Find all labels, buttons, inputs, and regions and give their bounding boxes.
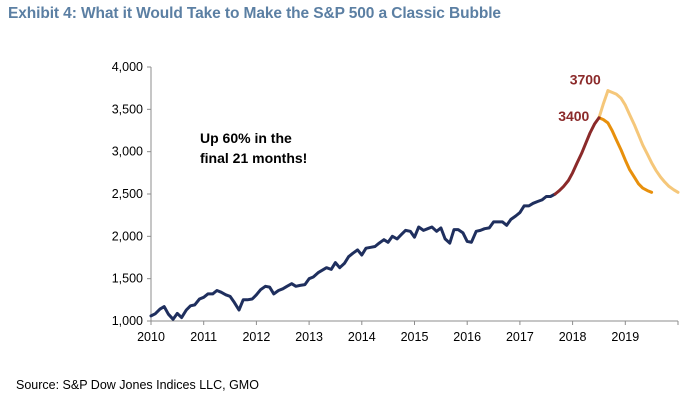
- decline-3700-line: [606, 89, 680, 194]
- chart-axes: [150, 67, 678, 322]
- y-tick-label: 2,000: [112, 229, 143, 243]
- y-tick-label: 4,000: [112, 60, 143, 74]
- x-tick-label: 2017: [506, 330, 534, 344]
- decline-3400-line: [597, 116, 654, 194]
- x-tick-label: 2010: [137, 330, 165, 344]
- series-lines: [149, 89, 680, 321]
- x-tick-label: 2012: [242, 330, 270, 344]
- y-tick-label: 2,500: [112, 187, 143, 201]
- source-note: Source: S&P Dow Jones Indices LLC, GMO: [16, 378, 259, 392]
- x-tick-label: 2013: [295, 330, 323, 344]
- x-tick-label: 2016: [453, 330, 481, 344]
- bubble-rise-line: [553, 116, 601, 196]
- rise-to-3700-line: [597, 89, 610, 120]
- y-tick-label: 3,500: [112, 102, 143, 116]
- y-tick-label: 3,000: [112, 145, 143, 159]
- chart-title: Exhibit 4: What it Would Take to Make th…: [8, 5, 501, 22]
- history-line: [149, 192, 557, 321]
- x-tick-label: 2015: [401, 330, 429, 344]
- x-tick-label: 2019: [611, 330, 639, 344]
- annotation-line-2: final 21 months!: [200, 150, 307, 166]
- x-tick-label: 2018: [559, 330, 587, 344]
- point-label-3700: 3700: [570, 72, 601, 88]
- x-tick-label: 2011: [190, 330, 217, 344]
- y-tick-label: 1,000: [112, 314, 143, 328]
- y-axis-ticks: 1,000 1,500 2,000 2,500 3,000 3,500 4,000: [112, 60, 151, 328]
- annotation-line-1: Up 60% in the: [200, 130, 292, 146]
- x-tick-label: 2014: [348, 330, 376, 344]
- x-axis-ticks: 2010 2011 2012 2013 2014 2015 2016 2017 2018 2019: [137, 321, 679, 344]
- point-label-3400: 3400: [558, 108, 589, 124]
- y-tick-label: 1,500: [112, 272, 143, 286]
